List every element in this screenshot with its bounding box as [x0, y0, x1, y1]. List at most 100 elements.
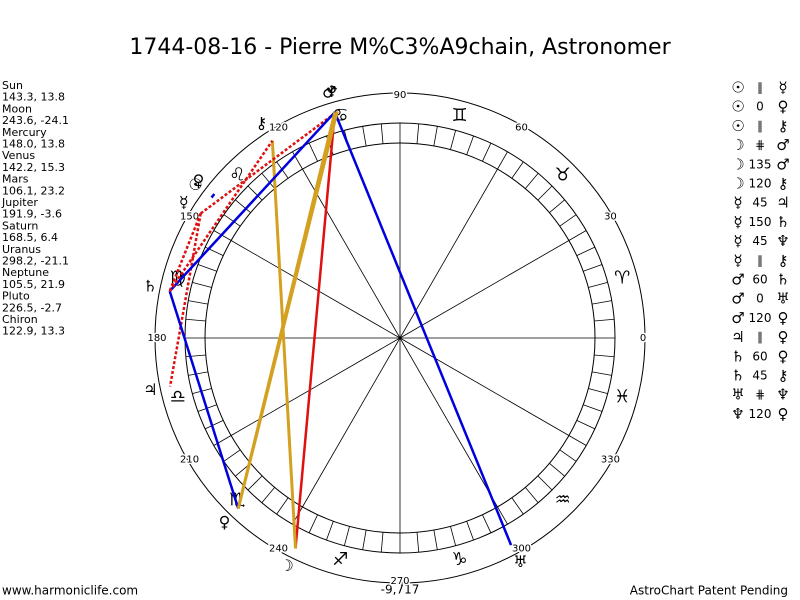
- aspect-type: 120: [749, 311, 772, 325]
- degree-tick: [223, 449, 241, 462]
- degree-tick: [308, 514, 318, 534]
- wheel-circle: [154, 92, 646, 584]
- sign-glyph: ♎: [170, 387, 186, 408]
- degree-label: 240: [269, 543, 288, 554]
- degree-label: 330: [601, 455, 620, 466]
- aspect-planet: ♆: [776, 386, 789, 404]
- aspect-type: 45: [752, 196, 767, 210]
- degree-tick: [276, 497, 289, 515]
- aspect-type: ∥: [757, 81, 763, 95]
- sign-glyph: ♉: [555, 164, 571, 185]
- aspect-planet: ♅: [731, 386, 744, 404]
- degree-tick: [450, 130, 457, 150]
- aspect-planet: ♅: [776, 290, 789, 308]
- degree-tick: [204, 420, 224, 430]
- aspect-line: [270, 140, 298, 549]
- planet-glyph: ♄: [143, 277, 157, 296]
- planet-position: 168.5, 6.4: [2, 231, 58, 244]
- degree-label: 210: [180, 455, 199, 466]
- planet-position: 142.2, 15.3: [2, 161, 65, 174]
- aspect-planet: ☿: [733, 213, 742, 231]
- degree-tick: [511, 497, 524, 515]
- degree-tick: [192, 281, 212, 288]
- planet-glyph: ♅: [513, 552, 527, 571]
- planet-position: 148.0, 13.8: [2, 138, 65, 151]
- aspect-planet: ♂: [731, 271, 744, 289]
- degree-tick: [416, 123, 420, 144]
- planet-glyph: ♃: [143, 380, 157, 399]
- degree-tick: [380, 123, 384, 144]
- degree-tick: [576, 420, 596, 430]
- sign-glyph: ♑: [451, 549, 467, 570]
- sign-glyph: ♌: [229, 164, 245, 185]
- house-spoke: [399, 240, 570, 339]
- aspect-planet: ♀: [778, 347, 789, 365]
- planet-glyph: ☉: [188, 175, 202, 194]
- house-spoke: [302, 168, 401, 339]
- degree-tick: [591, 371, 612, 376]
- planet-name: Neptune: [2, 266, 49, 279]
- aspect-type: 45: [752, 369, 767, 383]
- house-spoke: [302, 337, 401, 508]
- degree-tick: [466, 135, 474, 155]
- degree-label: 270: [390, 576, 409, 587]
- aspect-type: 0: [756, 292, 764, 306]
- aspect-line: [168, 139, 274, 292]
- degree-tick: [549, 463, 565, 477]
- degree-tick: [537, 185, 553, 201]
- aspect-type: ⋕: [755, 388, 765, 402]
- degree-tick: [591, 300, 612, 305]
- degree-tick: [416, 532, 420, 553]
- degree-tick: [583, 264, 603, 272]
- degree-tick: [308, 142, 318, 162]
- degree-tick: [497, 506, 508, 525]
- planet-glyph: ⚷: [256, 113, 268, 132]
- degree-tick: [511, 161, 524, 179]
- degree-tick: [583, 404, 603, 412]
- planet-position: 143.3, 13.8: [2, 91, 65, 104]
- planet-glyph: ♂: [322, 83, 336, 102]
- aspect-planet: ♀: [778, 405, 789, 423]
- aspect-type: 60: [752, 349, 767, 363]
- aspect-type: 60: [752, 273, 767, 287]
- footer-left: www.harmoniclife.com: [2, 584, 138, 598]
- degree-tick: [588, 388, 608, 395]
- aspect-planet: ♄: [776, 213, 789, 231]
- planet-glyph: ☽: [279, 556, 293, 575]
- aspect-planet: ♃: [776, 194, 789, 212]
- aspect-line: [333, 111, 513, 546]
- aspect-line: [168, 213, 202, 292]
- planet-name: Chiron: [2, 313, 38, 326]
- degree-tick: [594, 354, 615, 358]
- degree-tick: [247, 185, 263, 201]
- degree-tick: [235, 199, 251, 213]
- house-spoke: [399, 337, 498, 508]
- degree-label: 180: [147, 333, 166, 344]
- aspect-type: ∥: [757, 119, 763, 133]
- planet-position: 243.6, -24.1: [2, 114, 69, 127]
- aspect-line: [199, 110, 338, 215]
- planet-position: 122.9, 13.3: [2, 325, 65, 338]
- degree-tick: [362, 126, 367, 147]
- degree-tick: [450, 526, 457, 546]
- planet-name: Pluto: [2, 290, 30, 303]
- house-spoke: [399, 337, 570, 436]
- aspect-planet: ♀: [778, 309, 789, 327]
- degree-tick: [559, 214, 577, 227]
- sign-glyph: ♈: [614, 267, 630, 288]
- degree-tick: [261, 173, 275, 189]
- planet-name: Mercury: [2, 126, 47, 139]
- degree-tick: [568, 230, 587, 241]
- degree-tick: [188, 371, 209, 376]
- aspect-line: [168, 213, 202, 387]
- aspect-type: 120: [749, 407, 772, 421]
- degree-tick: [343, 526, 350, 546]
- aspect-planet: ☽: [731, 136, 744, 154]
- aspect-line: [210, 193, 216, 199]
- degree-tick: [197, 264, 217, 272]
- degree-label: 60: [515, 123, 528, 134]
- footer-right: AstroChart Patent Pending: [630, 584, 788, 598]
- aspect-planet: ☉: [731, 79, 744, 97]
- degree-tick: [559, 449, 577, 462]
